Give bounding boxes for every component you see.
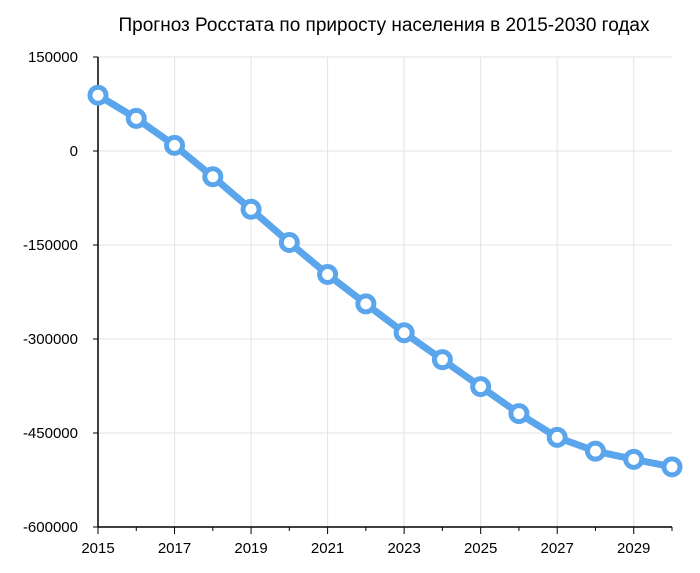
x-tick-label: 2025 xyxy=(464,540,497,557)
data-point xyxy=(317,263,339,285)
x-tick-label: 2015 xyxy=(81,540,114,557)
data-point xyxy=(661,456,683,478)
series-line xyxy=(94,91,676,471)
data-point xyxy=(355,293,377,315)
data-point xyxy=(202,166,224,188)
x-tick-label: 2029 xyxy=(617,540,650,557)
data-point xyxy=(240,198,262,220)
data-point xyxy=(278,231,300,253)
x-tick-label: 2021 xyxy=(311,540,344,557)
series-group xyxy=(87,84,683,478)
data-point xyxy=(470,376,492,398)
data-point xyxy=(584,440,606,462)
data-point xyxy=(164,134,186,156)
y-tick-label: 0 xyxy=(70,143,78,160)
y-tick-label: -300000 xyxy=(23,331,78,348)
data-point xyxy=(508,403,530,425)
y-axis-ticks: 150000 0 -150000 -300000 -450000 -600000 xyxy=(23,49,98,536)
x-axis-ticks: 2015 2017 2019 2021 2023 2025 2027 2029 xyxy=(81,527,673,557)
y-tick-label: -450000 xyxy=(23,425,78,442)
data-point xyxy=(546,426,568,448)
data-point xyxy=(87,84,109,106)
chart-title: Прогноз Росстата по приросту населения в… xyxy=(118,15,650,36)
y-tick-label: 150000 xyxy=(28,49,78,66)
data-point xyxy=(623,448,645,470)
x-tick-label: 2017 xyxy=(158,540,191,557)
data-point xyxy=(393,322,415,344)
y-tick-label: -150000 xyxy=(23,237,78,254)
axes xyxy=(97,57,672,528)
x-tick-label: 2019 xyxy=(234,540,267,557)
x-tick-label: 2027 xyxy=(541,540,574,557)
grid-lines xyxy=(98,56,672,527)
x-tick-label: 2023 xyxy=(387,540,420,557)
data-point xyxy=(125,107,147,129)
y-tick-label: -600000 xyxy=(23,519,78,536)
data-point xyxy=(431,349,453,371)
